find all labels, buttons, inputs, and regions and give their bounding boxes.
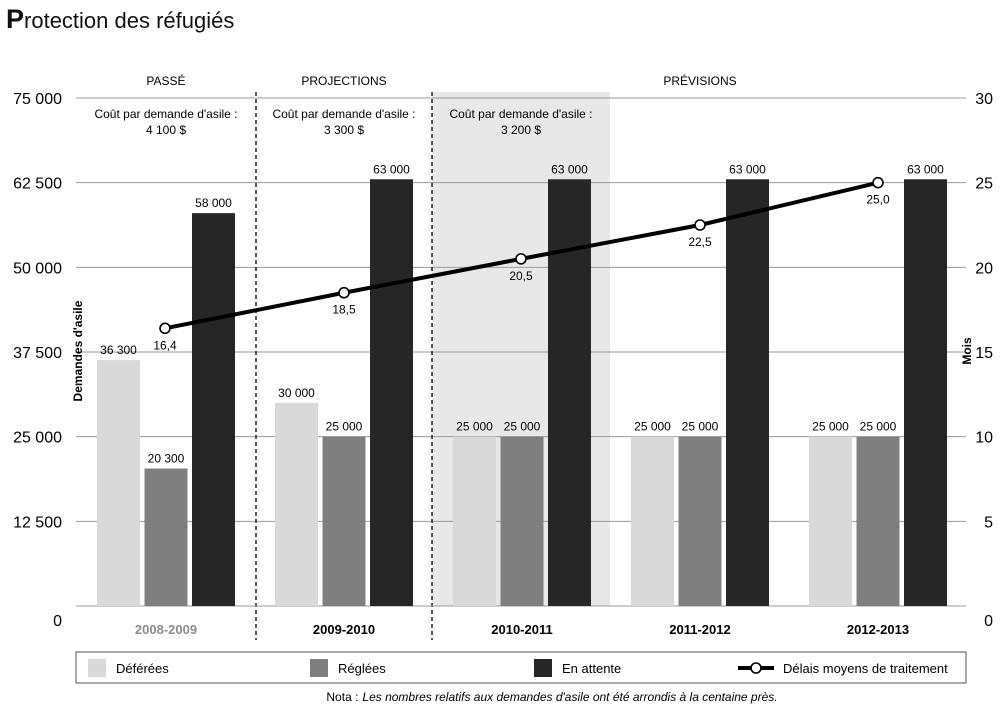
y-right-tick-label: 15 (975, 345, 993, 362)
bar-reglees-2008-2009 (144, 468, 188, 606)
y-right-tick-label: 10 (975, 430, 993, 447)
bar-value-label: 58 000 (195, 196, 232, 210)
bar-deferees-2012-2013 (809, 436, 852, 606)
bar-value-label: 25 000 (812, 420, 849, 434)
y-right-tick-label: 0 (984, 613, 993, 630)
line-point-2012-2013 (872, 176, 884, 189)
y-left-tick-label: 0 (53, 613, 62, 630)
y-right-tick-label: 30 (975, 91, 993, 108)
x-tick-label-2009-2010: 2009-2010 (313, 622, 375, 637)
bar-en-attente-2008-2009 (192, 213, 235, 606)
line-point-2008-2009 (159, 322, 171, 335)
bar-reglees-2012-2013 (856, 436, 900, 606)
bar-value-label: 63 000 (373, 162, 410, 176)
line-point-label: 22,5 (688, 235, 712, 249)
legend-swatch-en-attente (534, 659, 552, 677)
x-tick-label-2010-2011: 2010-2011 (491, 622, 552, 637)
y-axis-right-label: Mois (960, 337, 974, 365)
y-right-tick-label: 20 (975, 260, 993, 277)
period-label-forecast: PRÉVISIONS (663, 73, 736, 88)
bar-value-labels: 36 300 20 300 58 000 30 000 25 000 63 000 25 0… (100, 162, 944, 465)
y-left-tick-label: 62 500 (13, 176, 62, 193)
bar-value-label: 63 000 (729, 162, 766, 176)
cost-label-projections: Coût par demande d'asile : (272, 107, 415, 121)
y-left-tick-label: 50 000 (13, 260, 62, 277)
y-right-tick-label: 25 (975, 176, 993, 193)
y-left-tick-label: 37 500 (13, 345, 62, 362)
bar-value-label: 30 000 (278, 386, 315, 400)
processing-time-line: 16,4 18,5 20,5 22,5 25,0 (153, 176, 890, 352)
bar-reglees-2011-2012 (678, 436, 722, 606)
x-tick-label-2012-2013: 2012-2013 (847, 622, 909, 637)
y-axis-right-ticks: 0 5 10 15 20 25 30 (975, 91, 993, 630)
cost-label-past: Coût par demande d'asile : (94, 107, 237, 121)
bar-value-label: 25 000 (860, 420, 897, 434)
page-title: Protection des réfugiés (6, 4, 234, 35)
bar-deferees-2008-2009 (97, 360, 140, 606)
footnote-prefix: Nota : (326, 690, 358, 704)
legend-label-en-attente: En attente (562, 661, 621, 676)
footnote-text: Les nombres relatifs aux demandes d'asil… (362, 690, 777, 704)
line-point-label: 16,4 (153, 338, 177, 352)
bar-deferees-2010-2011 (453, 436, 496, 606)
legend-line-marker (750, 662, 762, 674)
bar-en-attente-2012-2013 (904, 179, 947, 606)
bar-value-label: 25 000 (456, 420, 493, 434)
bar-reglees-2009-2010 (322, 436, 366, 606)
bar-deferees-2009-2010 (275, 402, 318, 606)
bar-value-label: 25 000 (634, 420, 671, 434)
y-left-tick-label: 25 000 (13, 430, 62, 447)
legend-label-reglees: Réglées (338, 661, 386, 676)
line-point-label: 20,5 (509, 269, 533, 283)
bar-value-label: 25 000 (504, 420, 541, 434)
line-point-label: 25,0 (866, 193, 890, 207)
bar-deferees-2011-2012 (631, 436, 674, 606)
x-tick-label-2008-2009: 2008-2009 (135, 622, 197, 637)
bar-reglees-2010-2011 (500, 436, 544, 606)
legend-label-deferees: Déférées (116, 661, 169, 676)
period-dividers (255, 92, 433, 640)
legend-label-delais: Délais moyens de traitement (783, 661, 948, 676)
y-right-tick-label: 5 (984, 514, 993, 531)
cost-value-forecast: 3 200 $ (501, 123, 541, 137)
legend-swatch-reglees (310, 659, 328, 677)
page-title-rest: rotection des réfugiés (24, 8, 235, 33)
bar-en-attente-2010-2011 (548, 179, 591, 606)
line-point-2010-2011 (515, 253, 527, 265)
y-left-tick-label: 12 500 (13, 514, 62, 531)
bar-en-attente-2009-2010 (370, 179, 413, 606)
line-point-label: 18,5 (332, 303, 356, 317)
page-title-initial: P (6, 4, 25, 34)
y-axis-left-label: Demandes d'asile (71, 300, 85, 401)
cost-value-past: 4 100 $ (146, 123, 186, 137)
x-tick-label-2011-2012: 2011-2012 (669, 622, 730, 637)
bar-value-label: 25 000 (682, 420, 719, 434)
line-point-2011-2012 (694, 219, 706, 231)
x-axis-labels: 2008-2009 2009-2010 2010-2011 2011-2012 2012… (135, 622, 909, 637)
period-label-past: PASSÉ (146, 73, 185, 88)
cost-value-projections: 3 300 $ (324, 123, 364, 137)
y-left-tick-label: 75 000 (13, 91, 62, 108)
bar-value-label: 25 000 (326, 420, 363, 434)
bar-value-label: 20 300 (148, 452, 185, 466)
footnote: Nota : Les nombres relatifs aux demandes … (326, 690, 777, 704)
legend-box (75, 651, 967, 684)
legend-swatch-deferees (88, 659, 106, 677)
period-label-projections: PROJECTIONS (301, 74, 386, 88)
bar-value-label: 63 000 (907, 162, 944, 176)
cost-label-forecast: Coût par demande d'asile : (449, 107, 592, 121)
y-axis-left-ticks: 0 12 500 25 000 37 500 50 000 62 500 75 000 (13, 91, 62, 630)
line-point-2009-2010 (338, 286, 350, 299)
bar-value-label: 36 300 (100, 343, 137, 357)
bar-value-label: 63 000 (551, 162, 588, 176)
bar-en-attente-2011-2012 (726, 179, 769, 606)
